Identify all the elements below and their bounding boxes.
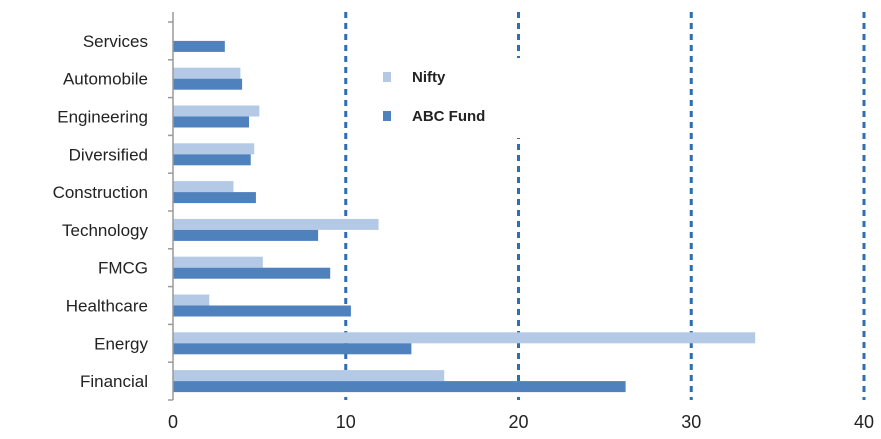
bar-nifty-technology [173, 218, 379, 230]
legend-background [368, 58, 538, 138]
category-labels: Services Automobile Engineering Diversified… [53, 32, 149, 391]
x-tick-label-40: 40 [854, 412, 874, 432]
category-label-financial: Financial [80, 372, 148, 391]
bar-nifty-fmcg [173, 256, 263, 268]
bar-abc-fund-financial [173, 381, 626, 393]
category-label-engineering: Engineering [57, 108, 148, 127]
bar-abc-fund-fmcg [173, 267, 331, 279]
x-tick-label-10: 10 [336, 412, 356, 432]
legend-swatch-abc-fund [383, 111, 391, 121]
bar-abc-fund-construction [173, 192, 256, 204]
category-label-energy: Energy [94, 334, 148, 353]
bar-abc-fund-diversified [173, 154, 251, 166]
bar-nifty-healthcare [173, 294, 210, 306]
bar-abc-fund-healthcare [173, 305, 351, 317]
bar-nifty-diversified [173, 143, 255, 155]
x-tick-label-30: 30 [681, 412, 701, 432]
category-label-construction: Construction [53, 183, 148, 202]
category-label-diversified: Diversified [69, 145, 148, 164]
category-label-automobile: Automobile [63, 70, 148, 89]
x-tick-label-20: 20 [508, 412, 528, 432]
legend-label-nifty: Nifty [412, 69, 446, 86]
x-tick-labels: 0 10 20 30 40 [168, 412, 874, 432]
legend-swatch-nifty [383, 72, 391, 82]
bar-abc-fund-technology [173, 229, 319, 241]
legend-label-abc-fund: ABC Fund [412, 108, 485, 125]
x-tick-label-0: 0 [168, 412, 178, 432]
category-label-fmcg: FMCG [98, 259, 148, 278]
bar-nifty-automobile [173, 67, 241, 79]
bar-abc-fund-automobile [173, 78, 243, 90]
bar-nifty-engineering [173, 105, 260, 117]
legend: Nifty ABC Fund [368, 58, 538, 138]
bar-abc-fund-engineering [173, 116, 250, 128]
bars [173, 40, 756, 393]
bar-nifty-energy [173, 332, 756, 344]
category-label-services: Services [83, 32, 148, 51]
bar-nifty-construction [173, 181, 234, 193]
bar-abc-fund-services [173, 40, 225, 52]
bar-abc-fund-energy [173, 343, 412, 355]
axes [168, 12, 174, 401]
bar-nifty-financial [173, 370, 445, 382]
category-label-technology: Technology [62, 221, 149, 240]
category-label-healthcare: Healthcare [66, 297, 148, 316]
